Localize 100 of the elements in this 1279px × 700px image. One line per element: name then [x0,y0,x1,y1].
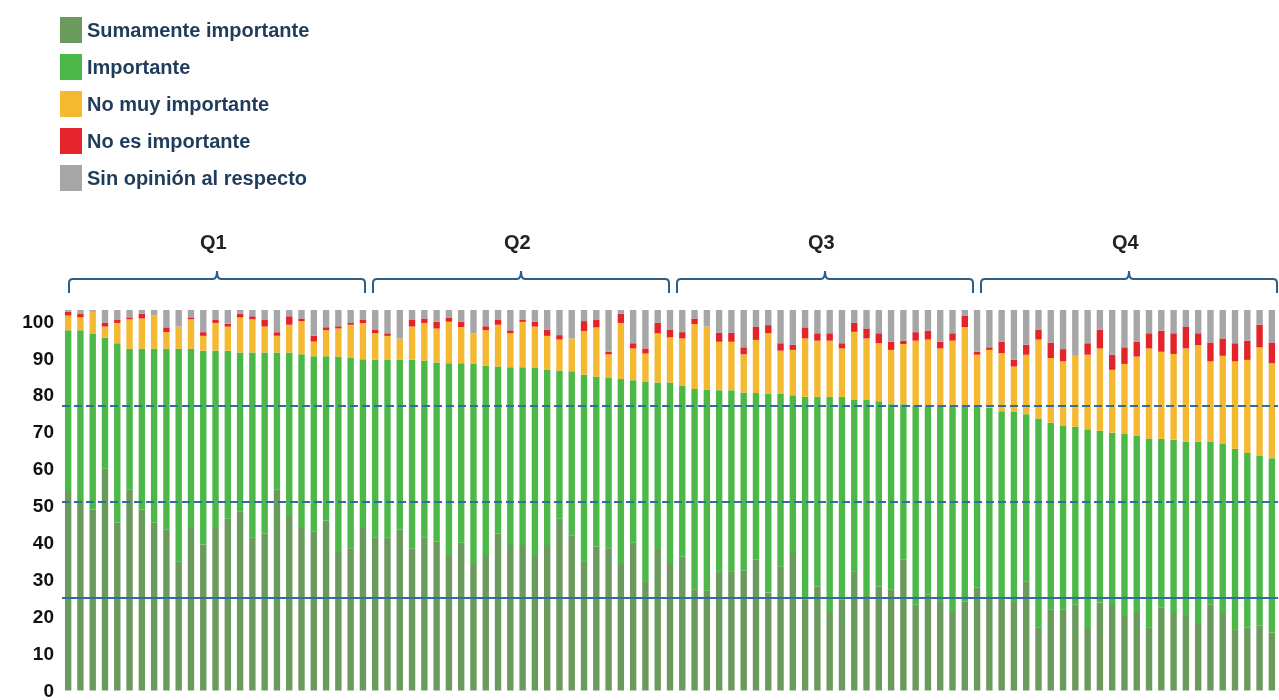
bar [1182,348,1190,442]
y-tick-label: 70 [32,421,54,443]
bar [298,310,305,319]
bar [961,406,968,602]
bar [1244,310,1251,341]
bar [101,326,109,338]
bar [961,310,968,316]
bar [1023,414,1030,582]
bar [1121,363,1128,435]
bar [531,554,539,691]
bar [433,541,440,691]
bar [494,366,502,534]
bar [273,332,281,336]
bar [629,343,637,349]
bar [138,348,146,510]
bar [912,340,919,406]
bar [949,340,956,407]
bar [421,322,428,361]
bar [863,595,870,691]
bar [814,396,821,587]
text: Q2 [504,231,531,253]
bar [421,310,428,319]
bar [1035,310,1042,330]
bar [322,520,330,691]
bar [838,343,846,349]
bar [1121,310,1128,348]
bar [1035,339,1042,419]
bar [372,310,379,330]
bar [986,407,993,599]
bar [1084,354,1091,430]
bar [1145,627,1153,691]
bar [937,310,944,342]
bar [691,389,698,590]
bar [1047,342,1054,359]
bar [654,550,661,691]
bar [507,330,514,334]
bar [249,352,256,538]
bar [433,362,440,542]
bar [494,324,502,367]
bar [1207,342,1214,362]
bar [433,321,440,329]
bar [200,544,207,691]
bar [507,333,514,368]
bar [642,581,649,691]
bar [556,370,563,519]
bar [973,406,981,588]
bar [1133,310,1140,342]
bar [531,321,539,327]
bar [814,340,821,397]
bar [408,310,416,320]
bar [752,559,760,691]
bar [801,599,809,691]
bar [1158,310,1165,331]
bar [236,317,244,353]
bar [1023,581,1030,691]
bar [789,349,797,396]
bar [1268,342,1276,364]
bar [998,411,1005,599]
bar [1108,310,1116,355]
bar [421,537,428,691]
bar [1256,310,1263,325]
bar [715,332,723,342]
bar [1158,351,1165,439]
bar [335,551,342,691]
bar [666,310,674,330]
bar [1096,430,1104,603]
bar [679,310,686,333]
bar [593,310,600,320]
bar [1108,354,1116,370]
bar [740,570,747,691]
bar [973,354,981,407]
bar [163,529,170,691]
bar [408,548,416,691]
bar [1108,369,1116,433]
bar [900,404,907,560]
bar [384,333,391,336]
bar [64,330,72,492]
bar [1244,627,1251,691]
bar [1023,354,1030,415]
bar [224,350,232,519]
bar [322,310,330,328]
bar [1047,310,1054,343]
bar [175,310,182,327]
bar [863,328,870,339]
bar [286,515,293,691]
bar [912,310,919,333]
bar [359,322,367,360]
bar [605,310,612,352]
bar [163,310,170,328]
bar [396,310,403,339]
bar [359,359,367,528]
bar [1256,625,1263,691]
bar [875,343,882,402]
bar [445,317,453,322]
bar [89,311,96,335]
y-tick-label: 30 [32,569,54,591]
bar [212,319,219,323]
bar [1231,310,1239,344]
bar [408,319,416,327]
bar [765,325,772,334]
